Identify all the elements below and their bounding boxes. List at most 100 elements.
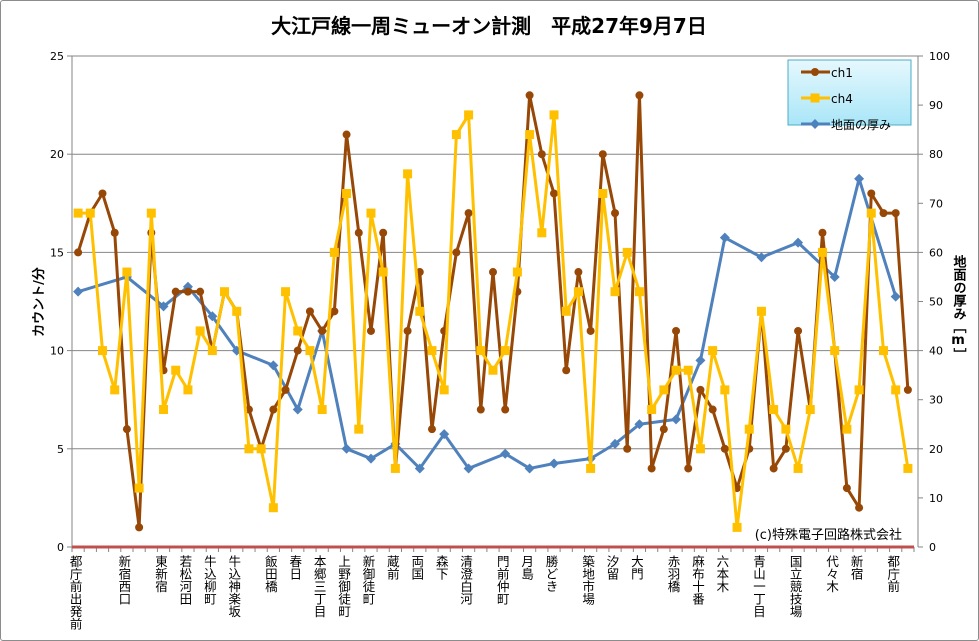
x-tick-label: 本郷三丁目: [312, 555, 327, 618]
data-point: [305, 307, 314, 316]
x-tick-label: 東新宿: [153, 555, 168, 593]
data-point: [98, 346, 108, 356]
data-point: [890, 291, 901, 302]
data-point: [195, 326, 205, 336]
data-point: [854, 173, 865, 184]
data-point: [281, 385, 290, 394]
data-point: [622, 247, 632, 257]
data-point: [830, 346, 840, 356]
data-point: [171, 365, 181, 375]
legend-marker-2: [810, 119, 820, 129]
data-point: [647, 464, 656, 473]
data-point: [85, 208, 95, 218]
data-point: [463, 463, 474, 474]
data-point: [98, 189, 107, 198]
x-tick-label: 新宿西口: [116, 554, 131, 605]
y-tick-label: 0: [57, 541, 64, 554]
data-point: [500, 346, 510, 356]
data-point: [464, 110, 474, 120]
data-point: [671, 365, 681, 375]
y2-tick-label: 90: [929, 99, 943, 112]
data-point: [329, 247, 339, 257]
data-point: [220, 287, 230, 297]
data-point: [598, 188, 608, 198]
data-point: [366, 326, 375, 335]
y-tick-label: 15: [50, 246, 64, 259]
data-point: [769, 405, 779, 415]
y2-tick-label: 100: [929, 50, 950, 63]
data-point: [610, 438, 621, 449]
data-point: [342, 130, 351, 139]
y2-tick-label: 20: [929, 443, 943, 456]
x-tick-label: 月島: [519, 555, 534, 581]
x-tick-label: 赤羽橋: [666, 555, 681, 593]
data-point: [268, 360, 279, 371]
data-point: [489, 268, 497, 277]
data-point: [427, 425, 436, 434]
data-point: [659, 385, 669, 395]
data-point: [720, 444, 729, 453]
data-point: [390, 463, 400, 473]
data-point: [781, 444, 790, 453]
x-tick-label: 汐留: [605, 554, 620, 581]
series-ch4: [73, 110, 913, 532]
data-point: [756, 306, 766, 316]
data-point: [708, 346, 718, 356]
data-point: [647, 405, 657, 415]
legend-label: ch4: [831, 92, 853, 106]
x-tick-label: 青山一丁目: [751, 555, 766, 618]
data-point: [525, 91, 534, 100]
data-point: [110, 228, 119, 237]
data-point: [500, 448, 511, 459]
data-point: [146, 208, 156, 218]
data-point: [903, 463, 913, 473]
data-point: [610, 287, 620, 297]
legend-marker-1: [810, 93, 820, 103]
data-point: [634, 419, 645, 430]
data-point: [671, 414, 682, 425]
y-tick-label: 5: [57, 443, 64, 456]
x-tick-label: 蔵前: [385, 555, 400, 580]
data-point: [256, 444, 266, 454]
x-tick-label: 両国: [409, 555, 424, 580]
data-point: [476, 346, 486, 356]
data-point: [403, 169, 413, 179]
data-point: [293, 346, 302, 355]
y2-tick-label: 70: [929, 197, 943, 210]
data-point: [805, 405, 815, 415]
data-point: [427, 346, 437, 356]
legend-marker-0: [811, 68, 819, 76]
data-point: [794, 326, 803, 335]
axes: 0 5 10 15 20 25 0 10 20 30 40 50 60 70 80 90 100 都庁前出発前 新宿…: [50, 50, 950, 630]
y2-tick-label: 80: [929, 148, 943, 161]
data-point: [549, 458, 560, 469]
data-point: [817, 247, 827, 257]
data-point: [867, 189, 876, 198]
data-point: [183, 287, 192, 296]
data-point: [74, 248, 83, 257]
data-point: [281, 287, 291, 297]
data-point: [574, 268, 583, 277]
x-tick-label: 麻布十番: [690, 554, 705, 606]
data-point: [269, 405, 278, 414]
series-line: [76, 93, 910, 529]
data-point: [379, 228, 388, 237]
data-point: [634, 287, 644, 297]
data-point: [122, 425, 131, 434]
data-point: [611, 209, 620, 218]
data-point: [439, 385, 449, 395]
series-layer: [73, 91, 913, 532]
data-point: [635, 91, 644, 100]
data-point: [732, 522, 742, 532]
data-point: [769, 464, 778, 473]
data-point: [537, 228, 547, 238]
data-point: [781, 424, 791, 434]
x-tick-label: 若松河田: [177, 554, 192, 605]
data-point: [414, 463, 425, 474]
data-point: [342, 188, 352, 198]
data-point: [573, 287, 583, 297]
data-point: [720, 385, 730, 395]
data-point: [317, 405, 327, 415]
y2-tick-label: 30: [929, 394, 943, 407]
data-point: [891, 209, 900, 218]
